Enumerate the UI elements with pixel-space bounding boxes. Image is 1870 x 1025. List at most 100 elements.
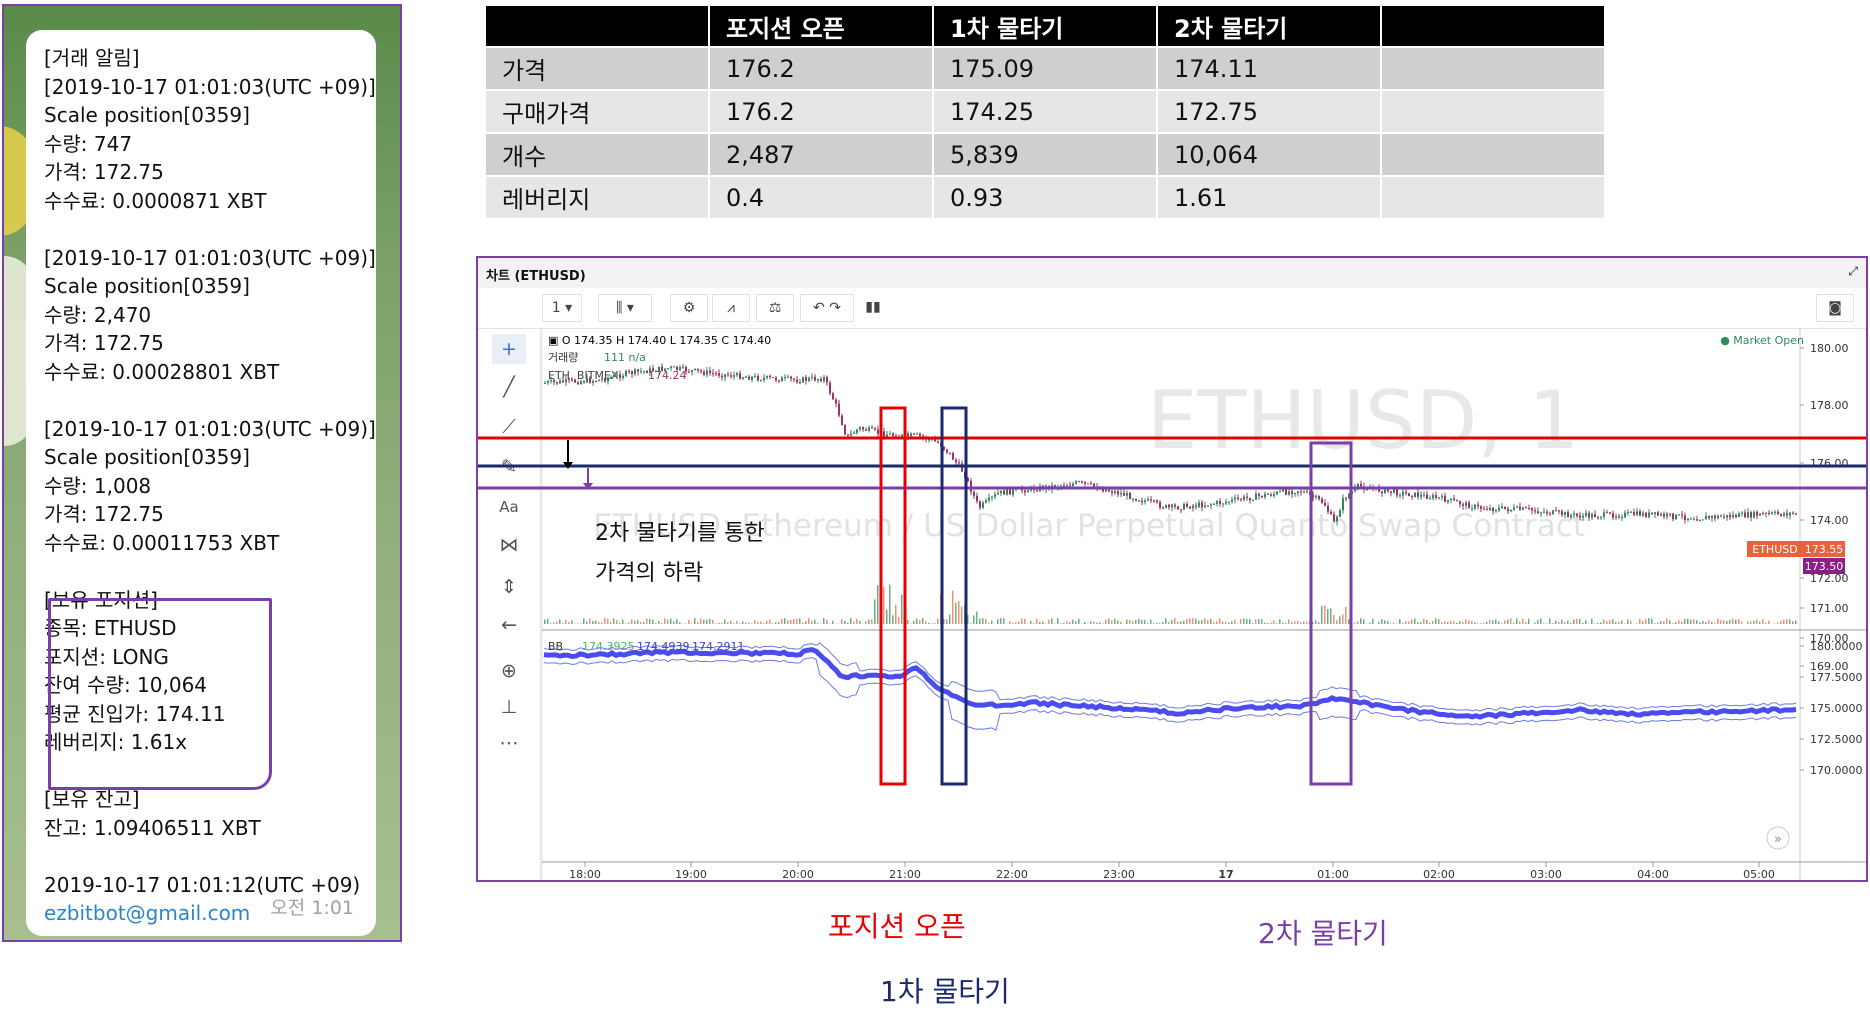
candle-body bbox=[547, 381, 549, 383]
candle-body bbox=[1279, 491, 1281, 493]
volume-bar bbox=[1537, 619, 1539, 624]
candle-body bbox=[1666, 513, 1668, 517]
candle-body bbox=[1411, 496, 1413, 498]
volume-bar bbox=[1279, 619, 1281, 624]
table-cell: 0.4 bbox=[710, 177, 932, 218]
candle-body bbox=[1159, 502, 1161, 508]
volume-bar bbox=[1201, 620, 1203, 624]
time-tick-label: 23:00 bbox=[1103, 868, 1135, 881]
volume-bar bbox=[658, 621, 660, 624]
volume-bar bbox=[1129, 620, 1131, 624]
back-arrow-icon[interactable]: ← bbox=[501, 614, 517, 636]
volume-bar bbox=[1579, 618, 1581, 624]
candle-body bbox=[592, 380, 594, 383]
bar-chart-icon[interactable]: ▮▮ bbox=[865, 299, 881, 315]
crosshair-icon[interactable]: + bbox=[492, 334, 526, 364]
email-link[interactable]: ezbitbot@gmail.com bbox=[44, 901, 251, 925]
fib-icon[interactable]: ⟋ bbox=[502, 416, 516, 438]
volume-bar bbox=[1294, 621, 1296, 624]
indicators-icon[interactable]: ⩘ bbox=[712, 294, 750, 322]
table-header bbox=[1382, 6, 1604, 46]
volume-bar bbox=[1054, 623, 1056, 624]
candle-body bbox=[1627, 512, 1629, 514]
candle-body bbox=[856, 429, 858, 433]
candle-body bbox=[1729, 514, 1731, 518]
candle-body bbox=[901, 434, 903, 438]
volume-bar bbox=[1696, 620, 1698, 624]
camera-icon[interactable]: ◙ bbox=[1816, 294, 1854, 322]
candle-body bbox=[1249, 497, 1251, 501]
volume-bar bbox=[1618, 621, 1620, 624]
volume-bar bbox=[754, 620, 756, 624]
volume-bar bbox=[913, 620, 915, 624]
trendline-icon[interactable]: ╱ bbox=[503, 376, 515, 398]
candle-body bbox=[568, 379, 570, 381]
volume-bar bbox=[595, 620, 597, 624]
volume-bar bbox=[1162, 621, 1164, 624]
candle-body bbox=[1144, 500, 1146, 502]
volume-bar bbox=[745, 622, 747, 624]
volume-bar bbox=[961, 606, 963, 624]
candle-body bbox=[1546, 511, 1548, 514]
candle-body bbox=[838, 403, 840, 416]
candle-body bbox=[1231, 499, 1233, 502]
candle-body bbox=[1621, 517, 1623, 519]
zoom-icon[interactable]: ⊕ bbox=[501, 660, 517, 682]
scroll-right-button[interactable] bbox=[1766, 826, 1790, 850]
candle-body bbox=[1240, 499, 1242, 501]
candle-style-button[interactable]: ⫼ ▾ bbox=[598, 294, 652, 322]
candle-body bbox=[1522, 507, 1524, 510]
gear-icon[interactable]: ⚙ bbox=[670, 294, 708, 322]
volume-bar bbox=[1057, 618, 1059, 624]
symbol-tag: ETHUSD bbox=[1752, 543, 1797, 556]
table-cell: 174.25 bbox=[934, 91, 1156, 132]
bb-upper-band bbox=[543, 642, 1797, 712]
volume-bar bbox=[937, 618, 939, 624]
symbol-price: 173.55 bbox=[1805, 543, 1844, 556]
double-chevron-icon: » bbox=[1774, 832, 1782, 847]
volume-bar bbox=[1330, 608, 1332, 624]
candle-body bbox=[1615, 516, 1617, 518]
interval-select[interactable]: 1 ▾ bbox=[542, 294, 582, 322]
candle-body bbox=[646, 370, 648, 374]
volume-bar bbox=[622, 619, 624, 624]
volume-bar bbox=[1555, 620, 1557, 624]
candle-body bbox=[706, 370, 708, 375]
pattern-icon[interactable]: ⋈ bbox=[499, 534, 519, 556]
candle-body bbox=[934, 439, 936, 442]
volume-bar bbox=[1042, 621, 1044, 624]
trade-fee: 수수료: 0.00028801 XBT bbox=[44, 359, 280, 384]
candle-body bbox=[829, 382, 831, 394]
text-tool-icon[interactable]: Aa bbox=[499, 498, 519, 516]
volume-bar bbox=[1222, 621, 1224, 624]
volume-bar bbox=[1495, 619, 1497, 624]
volume-bar bbox=[1504, 620, 1506, 624]
candle-body bbox=[1624, 512, 1626, 518]
candle-body bbox=[1726, 514, 1728, 518]
volume-bar bbox=[733, 623, 735, 624]
volume-bar bbox=[1666, 618, 1668, 624]
measure-icon[interactable]: ⇕ bbox=[501, 576, 517, 598]
ruler-icon[interactable]: ⊥ bbox=[500, 696, 518, 718]
expand-icon[interactable]: ⤢ bbox=[1848, 264, 1858, 278]
compare-icon[interactable]: ⚖ bbox=[756, 294, 794, 322]
volume-bar bbox=[1507, 619, 1509, 624]
volume-bar bbox=[544, 619, 546, 624]
balance-header: [보유 잔고] bbox=[44, 787, 140, 811]
volume-bar bbox=[928, 622, 930, 624]
volume-bar bbox=[1102, 623, 1104, 624]
volume-bar bbox=[1036, 618, 1038, 624]
candle-body bbox=[1189, 506, 1191, 509]
second-scale-highlight-box bbox=[1309, 441, 1353, 786]
undo-redo-buttons[interactable]: ↶ ↷ bbox=[800, 294, 854, 322]
candle-body bbox=[1063, 485, 1065, 487]
volume-bar bbox=[1348, 619, 1350, 624]
candle-body bbox=[1576, 513, 1578, 516]
volume-bar bbox=[1561, 619, 1563, 624]
more-icon[interactable]: ⋯ bbox=[499, 732, 519, 754]
volume-bar bbox=[1681, 621, 1683, 624]
volume-bar bbox=[1312, 621, 1314, 624]
bb-value-2: 174.4939 bbox=[637, 640, 690, 653]
annotation-open: 포지션 오픈 bbox=[828, 910, 966, 943]
candle-body bbox=[727, 374, 729, 376]
